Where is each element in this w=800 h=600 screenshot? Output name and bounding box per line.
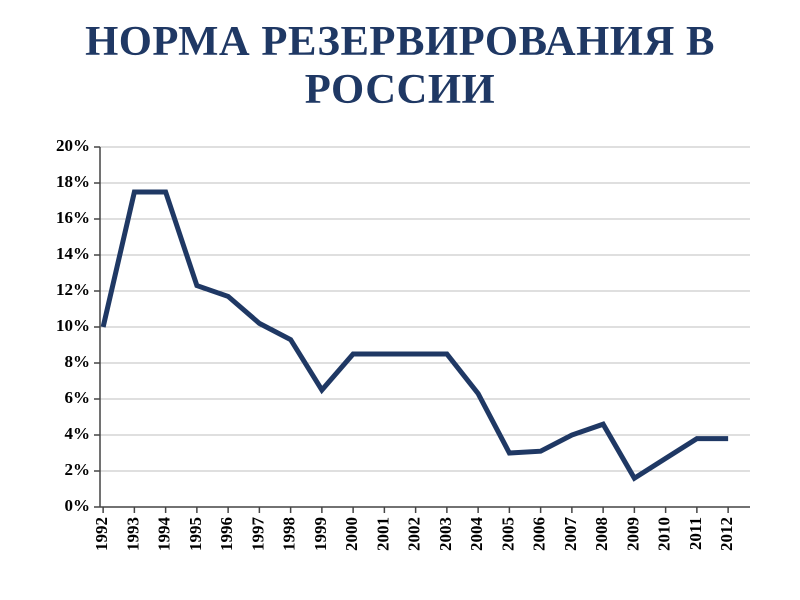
x-tick-label: 1998 [280, 517, 299, 551]
x-tick-label: 2002 [405, 517, 424, 551]
y-tick-label: 16% [56, 208, 90, 227]
y-tick-label: 14% [56, 244, 90, 263]
x-tick-label: 2011 [686, 517, 705, 550]
x-tick-label: 1995 [186, 517, 205, 551]
x-tick-label: 2008 [592, 517, 611, 551]
x-tick-label: 2004 [467, 516, 486, 551]
x-tick-label: 1993 [123, 517, 142, 551]
x-tick-label: 2012 [717, 517, 736, 551]
y-tick-label: 18% [56, 172, 90, 191]
page-title: НОРМА РЕЗЕРВИРОВАНИЯ В РОССИИ [30, 18, 770, 114]
x-tick-label: 2005 [498, 517, 517, 551]
y-tick-label: 20% [56, 137, 90, 155]
y-tick-label: 12% [56, 280, 90, 299]
y-tick-label: 4% [65, 424, 91, 443]
x-tick-label: 2003 [436, 517, 455, 551]
x-tick-label: 1992 [92, 517, 111, 551]
y-tick-label: 0% [65, 496, 91, 515]
x-tick-label: 2010 [655, 517, 674, 551]
reserve-ratio-chart: 0% 2% 4% 6% 8% 10% 12% 14% 16% 18% 20% 1992 1993 1994… [30, 137, 770, 577]
y-tick-label: 10% [56, 316, 90, 335]
title-line-1: НОРМА РЕЗЕРВИРОВАНИЯ В [30, 18, 770, 66]
x-tick-label: 1994 [155, 516, 174, 551]
x-tick-label: 2007 [561, 516, 580, 551]
x-tick-label: 2001 [373, 517, 392, 551]
slide: НОРМА РЕЗЕРВИРОВАНИЯ В РОССИИ 0% 2% 4% 6% 8%… [0, 0, 800, 600]
y-tick-label: 2% [65, 460, 91, 479]
x-tick-label: 1997 [248, 516, 267, 551]
title-line-2: РОССИИ [30, 66, 770, 114]
chart-container: 0% 2% 4% 6% 8% 10% 12% 14% 16% 18% 20% 1992 1993 1994… [30, 124, 770, 590]
y-tick-label: 6% [65, 388, 91, 407]
x-tick-label: 1996 [217, 517, 236, 551]
x-tick-label: 2006 [530, 517, 549, 551]
x-tick-label: 2009 [623, 517, 642, 551]
x-tick-label: 2000 [342, 517, 361, 551]
y-tick-label: 8% [65, 352, 91, 371]
x-tick-label: 1999 [311, 517, 330, 551]
